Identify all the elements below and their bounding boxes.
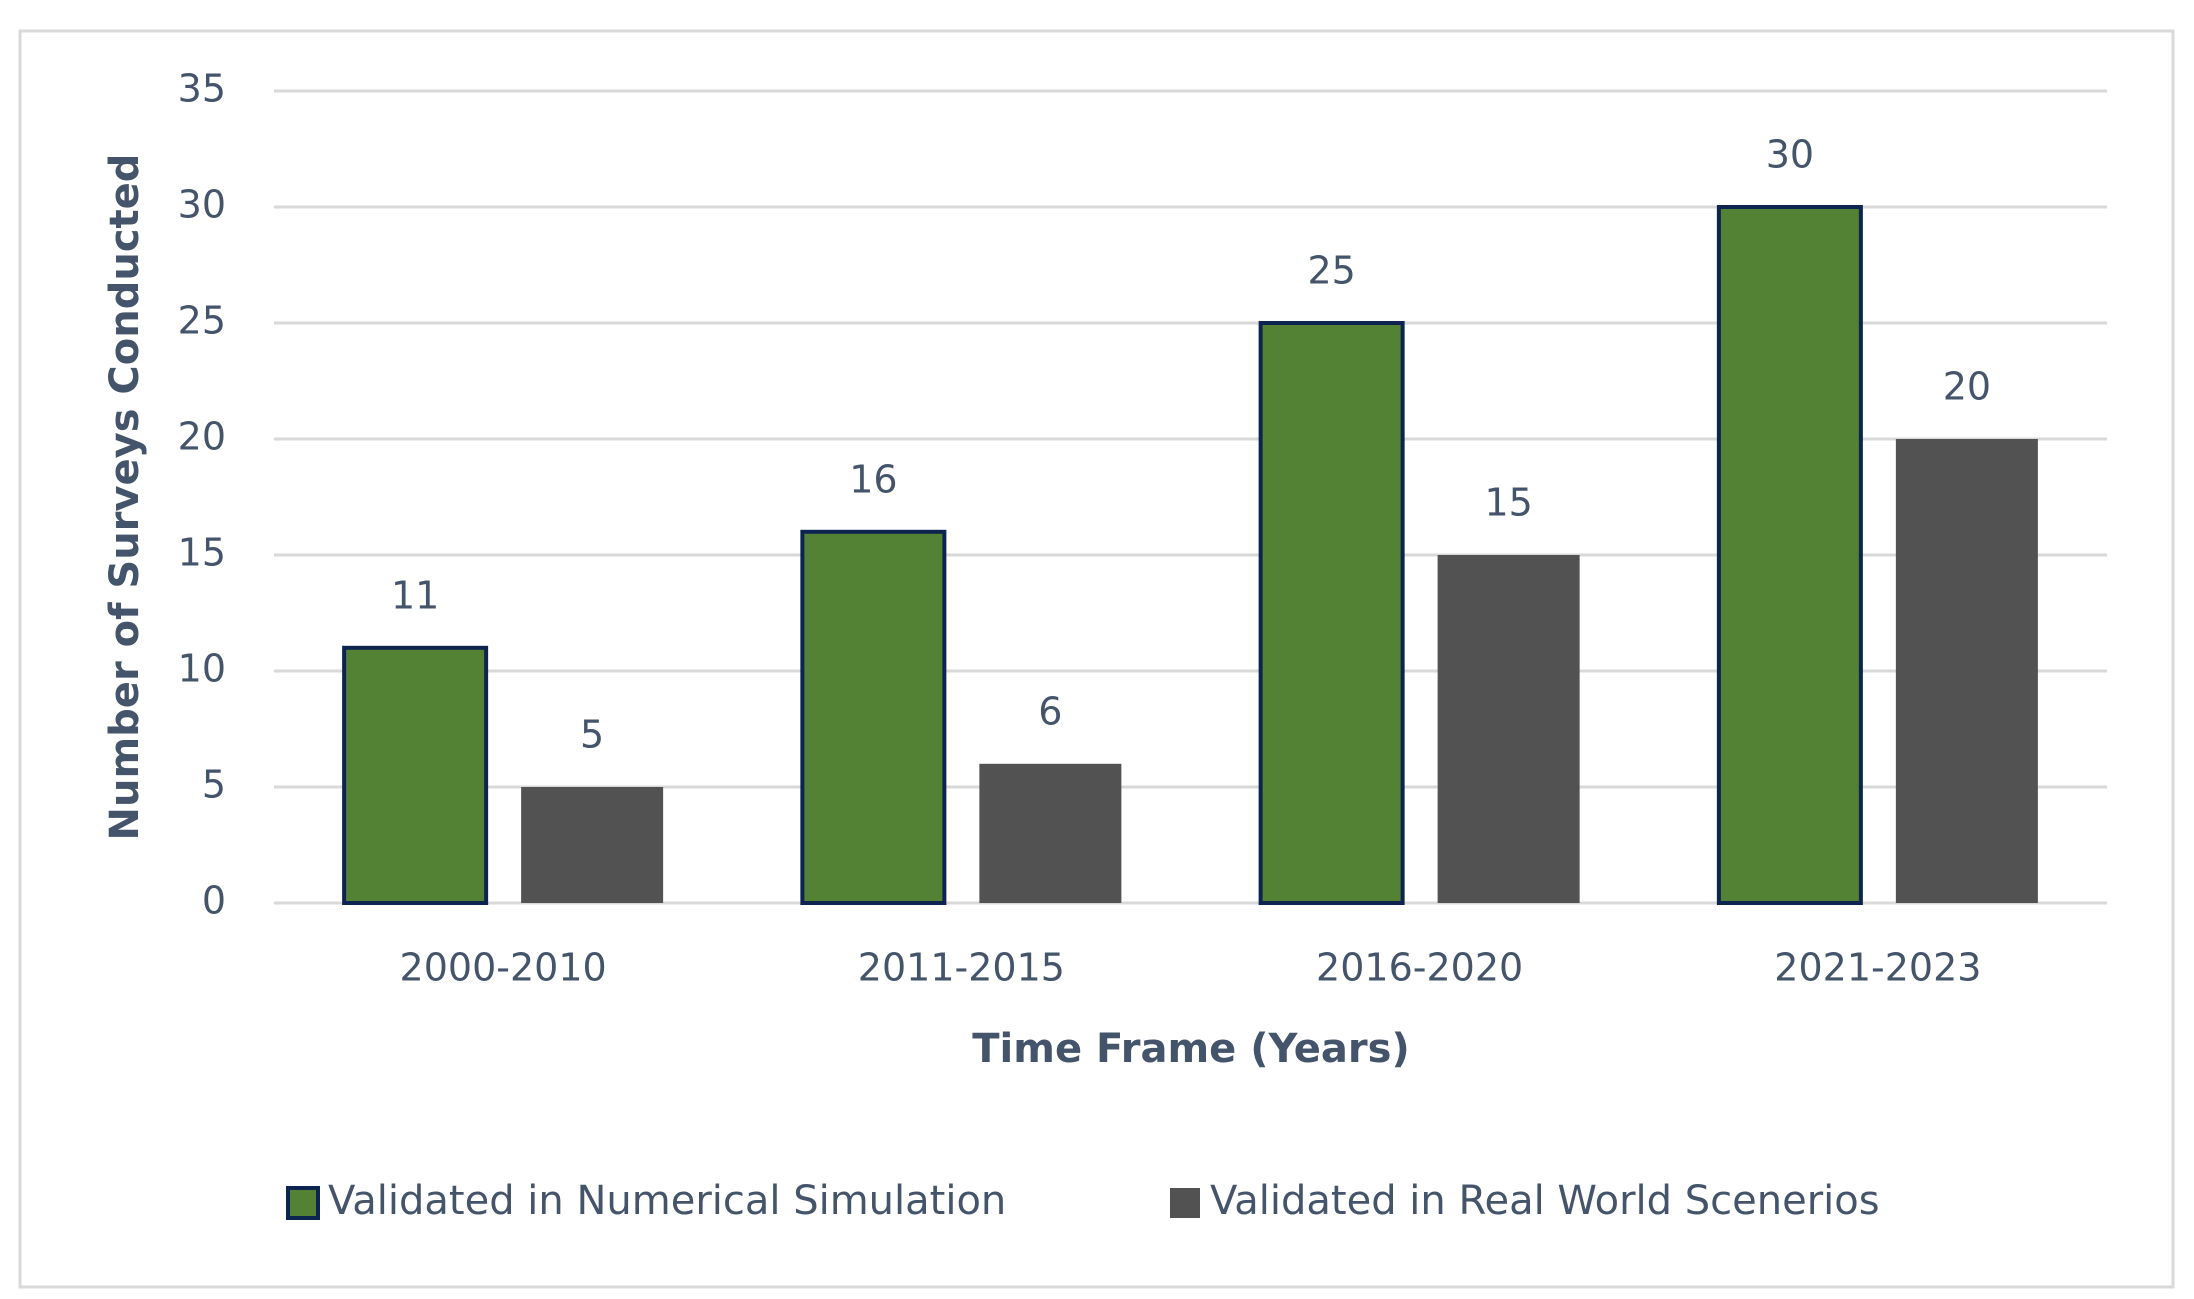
y-tick-label: 10 bbox=[178, 647, 226, 691]
bar bbox=[979, 763, 1122, 903]
y-tick-label: 15 bbox=[178, 531, 226, 575]
data-label: 6 bbox=[1038, 689, 1062, 733]
bar bbox=[1895, 439, 2038, 903]
data-label: 11 bbox=[391, 573, 439, 617]
legend-label: Validated in Numerical Simulation bbox=[328, 1178, 1006, 1224]
bar bbox=[1716, 205, 1863, 905]
data-label: 16 bbox=[849, 457, 897, 501]
y-tick-label: 30 bbox=[178, 183, 226, 227]
x-tick-label: 2021-2023 bbox=[1774, 946, 1981, 990]
x-axis-title: Time Frame (Years) bbox=[972, 1026, 1409, 1072]
bar bbox=[1437, 555, 1580, 903]
data-label: 5 bbox=[580, 713, 604, 757]
y-axis-title: Number of Surveys Conducted bbox=[102, 154, 148, 841]
x-tick-label: 2000-2010 bbox=[400, 946, 607, 990]
y-tick-label: 25 bbox=[178, 299, 226, 343]
bar bbox=[521, 787, 664, 903]
legend-swatch bbox=[286, 1186, 320, 1220]
y-tick-label: 20 bbox=[178, 415, 226, 459]
data-label: 25 bbox=[1307, 249, 1355, 293]
y-tick-label: 35 bbox=[178, 67, 226, 111]
legend-swatch bbox=[1170, 1188, 1200, 1218]
bar bbox=[800, 529, 947, 905]
bar bbox=[1258, 321, 1405, 905]
x-tick-label: 2011-2015 bbox=[858, 946, 1065, 990]
data-label: 15 bbox=[1484, 481, 1532, 525]
legend-label: Validated in Real World Scenerios bbox=[1210, 1178, 1880, 1224]
data-label: 30 bbox=[1766, 133, 1814, 177]
data-label: 20 bbox=[1943, 365, 1991, 409]
y-tick-label: 5 bbox=[202, 763, 226, 807]
x-tick-label: 2016-2020 bbox=[1316, 946, 1523, 990]
y-tick-label: 0 bbox=[202, 879, 226, 923]
bar bbox=[342, 645, 489, 905]
